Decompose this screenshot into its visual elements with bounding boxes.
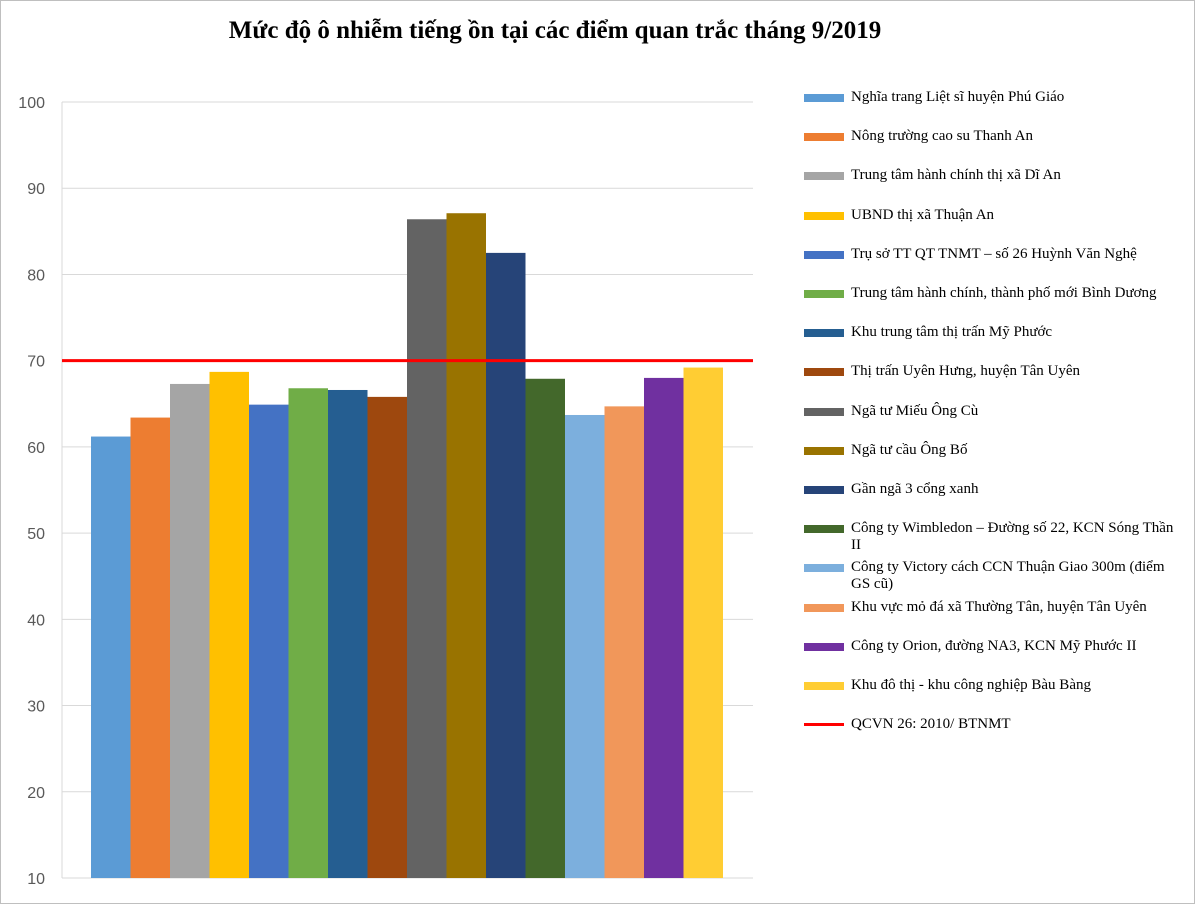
- bar: [328, 389, 368, 878]
- legend-label: Công ty Victory cách CCN Thuận Giao 300m…: [851, 559, 1165, 593]
- bar: [288, 388, 328, 878]
- bar: [407, 219, 447, 879]
- legend-swatch: [804, 525, 844, 534]
- legend-swatch: [804, 211, 844, 220]
- legend-label: Khu đô thị - khu công nghiệp Bàu Bàng: [851, 677, 1091, 693]
- bar: [91, 436, 131, 878]
- legend-label: Trụ sở TT QT TNMT – số 26 Huỳnh Văn Nghệ: [851, 245, 1137, 262]
- legend-swatch: [804, 682, 844, 690]
- bar: [486, 252, 526, 878]
- legend-label: UBND thị xã Thuận An: [851, 206, 995, 223]
- legend-line-swatch: [804, 723, 844, 727]
- legend-swatch: [804, 250, 844, 259]
- legend-swatch: [804, 564, 844, 573]
- y-tick-label: 50: [27, 526, 45, 543]
- chart-title: Mức độ ô nhiễm tiếng ồn tại các điểm qua…: [228, 17, 882, 44]
- legend-label: Công ty Orion, đường NA3, KCN Mỹ Phước I…: [851, 637, 1137, 654]
- legend-label: Khu trung tâm thị trấn Mỹ Phước: [851, 324, 1053, 341]
- legend-label: Nghĩa trang Liệt sĩ huyện Phú Giáo: [851, 89, 1065, 105]
- legend-swatch: [804, 290, 844, 298]
- y-tick-label: 30: [27, 699, 45, 716]
- y-tick-label: 40: [27, 612, 45, 629]
- legend-label: Ngã tư Miếu Ông Cù: [851, 402, 979, 419]
- y-tick-label: 20: [27, 785, 45, 802]
- legend-label: QCVN 26: 2010/ BTNMT: [851, 716, 1011, 733]
- bar: [130, 417, 170, 878]
- bar: [446, 213, 486, 878]
- legend-swatch: [804, 407, 844, 416]
- bar: [170, 383, 210, 878]
- legend-label: Gần ngã 3 cổng xanh: [851, 481, 979, 497]
- y-tick-label: 60: [27, 440, 45, 457]
- legend-label: Trung tâm hành chính thị xã Dĩ An: [851, 167, 1061, 184]
- bar: [683, 367, 723, 878]
- bar: [644, 377, 684, 878]
- legend-swatch: [804, 446, 844, 455]
- legend-swatch: [804, 133, 844, 142]
- y-axis-ticks: 10 20 30 40 50 60 70 80 90 100: [18, 95, 45, 888]
- legend-label: Ngã tư cầu Ông Bố: [851, 441, 968, 458]
- legend-label: Nông trường cao su Thanh An: [851, 128, 1034, 145]
- legend-swatch: [804, 642, 844, 651]
- y-tick-label: 70: [27, 354, 45, 371]
- legend-swatch: [804, 368, 844, 377]
- legend-label: Khu vực mỏ đá xã Thường Tân, huyện Tân U…: [851, 598, 1147, 615]
- bar: [249, 404, 289, 878]
- legend-label: Trung tâm hành chính, thành phố mới Bình…: [851, 285, 1157, 301]
- y-tick-label: 10: [27, 871, 45, 888]
- legend-swatch: [804, 172, 844, 181]
- bar: [525, 378, 565, 878]
- bar: [209, 371, 249, 878]
- legend-swatch: [804, 603, 844, 612]
- y-tick-label: 90: [27, 181, 45, 198]
- y-tick-label: 100: [18, 95, 45, 112]
- legend-swatch: [804, 486, 844, 494]
- legend-swatch: [804, 94, 844, 102]
- bar: [367, 396, 407, 878]
- legend-label: Thị trấn Uyên Hưng, huyện Tân Uyên: [851, 363, 1081, 380]
- legend-label: Công ty Wimbledon – Đường số 22, KCN Són…: [851, 520, 1174, 554]
- legend-swatch: [804, 329, 844, 338]
- bar: [565, 414, 605, 878]
- bars: [91, 213, 723, 879]
- y-tick-label: 80: [27, 267, 45, 284]
- bar: [604, 406, 644, 878]
